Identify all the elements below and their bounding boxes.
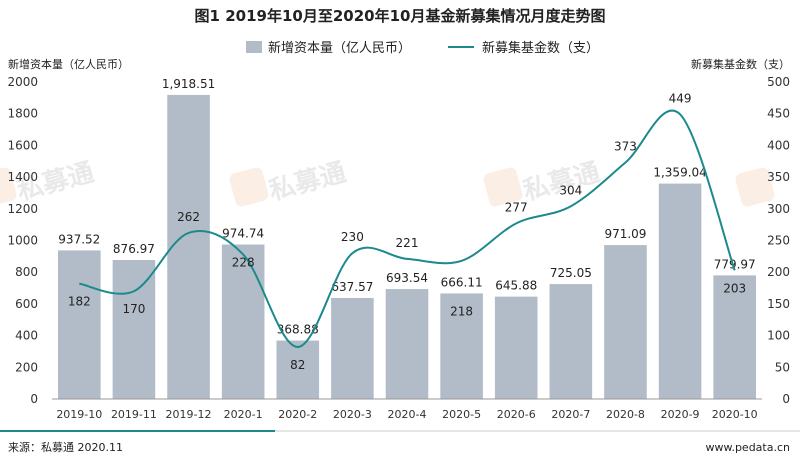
bar-data-label: 974.74 <box>222 227 264 241</box>
x-tick-label: 2020-3 <box>333 408 372 421</box>
watermark-logo-text: 私募通 <box>266 158 349 207</box>
bar-data-label: 1,359.04 <box>653 166 706 180</box>
bar-data-label: 645.88 <box>495 279 537 293</box>
x-tick-label: 2020-2 <box>278 408 317 421</box>
bar <box>167 94 210 399</box>
y2-tick-label: 50 <box>775 360 790 374</box>
bar-labels: 937.52 876.97 1,918.51 974.74 368.88 637.57 69… <box>58 77 755 337</box>
y2-axis-title: 新募集基金数（支） <box>691 57 790 71</box>
y2-tick-label: 300 <box>767 202 790 216</box>
watermark-logo-mark <box>483 167 523 207</box>
x-tick-label: 2019-10 <box>56 408 102 421</box>
bar-data-label: 693.54 <box>386 271 428 285</box>
y-tick-label: 0 <box>30 392 38 406</box>
bar <box>658 183 702 399</box>
watermark-logo-text: 私募通 <box>520 158 603 207</box>
bar-data-label: 725.05 <box>550 266 592 280</box>
line-data-label: 221 <box>396 236 419 250</box>
bar <box>58 250 101 399</box>
y-tick-label: 800 <box>15 265 38 279</box>
y-tick-label: 1000 <box>7 234 38 248</box>
y2-tick-label: 400 <box>767 138 790 152</box>
line-data-label: 203 <box>723 281 746 295</box>
line-data-label: 228 <box>232 256 255 270</box>
bar-data-label: 971.09 <box>604 227 646 241</box>
bar <box>221 244 265 399</box>
y2-tick-label: 450 <box>767 107 790 121</box>
line-data-label: 262 <box>177 210 200 224</box>
x-tick-label: 2020-8 <box>606 408 645 421</box>
x-tick-label: 2020-6 <box>497 408 536 421</box>
line-labels: 182 170 262 228 82 230 221 218 277 304 373 449 203 <box>68 91 746 372</box>
x-tick-label: 2020-5 <box>442 408 481 421</box>
y2-tick-label: 500 <box>767 75 790 89</box>
x-axis: 2019-10 2019-11 2019-12 2020-1 2020-2 2020-3 2… <box>56 408 757 421</box>
y2-tick-label: 0 <box>782 392 790 406</box>
x-tick-label: 2020-1 <box>224 408 263 421</box>
legend: 新增资本量（亿人民币） 新募集基金数（支） <box>246 40 599 56</box>
x-tick-label: 2020-10 <box>712 408 758 421</box>
x-tick-label: 2020-4 <box>388 408 427 421</box>
watermark-logo-mark <box>735 167 775 207</box>
y2-tick-label: 150 <box>767 297 790 311</box>
line-data-label: 170 <box>122 302 145 316</box>
line-data-label: 304 <box>559 183 582 197</box>
bar <box>713 275 756 399</box>
y2-tick-label: 200 <box>767 265 790 279</box>
bar <box>440 293 483 399</box>
watermark-logo-mark <box>229 167 269 207</box>
y-tick-label: 1600 <box>7 138 38 152</box>
bar-data-label: 876.97 <box>113 242 155 256</box>
bar <box>385 289 429 399</box>
y-tick-label: 2000 <box>7 75 38 89</box>
line-data-label: 373 <box>614 140 637 154</box>
y-tick-label: 1200 <box>7 202 38 216</box>
legend-label-line: 新募集基金数（支） <box>482 40 599 56</box>
bar-data-label: 1,918.51 <box>162 77 215 91</box>
footer-website: www.pedata.cn <box>705 441 790 454</box>
watermark-logo-mark <box>0 167 17 207</box>
y-axis-right: 0 50 100 150 200 250 300 350 400 450 500 <box>767 75 790 406</box>
y2-tick-label: 100 <box>767 329 790 343</box>
bar-series <box>58 94 756 399</box>
y2-tick-label: 350 <box>767 170 790 184</box>
legend-label-bar: 新增资本量（亿人民币） <box>268 40 411 56</box>
bar <box>604 245 647 399</box>
line-data-label: 182 <box>68 295 91 309</box>
y-axis-left: 0 200 400 600 800 1000 1200 1400 1600 1800 2000 <box>7 75 38 406</box>
bar <box>276 340 320 399</box>
chart-title: 图1 2019年10月至2020年10月基金新募集情况月度走势图 <box>195 7 606 25</box>
bar-data-label: 779.97 <box>714 257 756 271</box>
bar <box>549 284 593 399</box>
y-tick-label: 1800 <box>7 107 38 121</box>
bar-data-label: 368.88 <box>277 323 319 337</box>
y-tick-label: 400 <box>15 329 38 343</box>
bar-data-label: 666.11 <box>441 275 483 289</box>
y-tick-label: 600 <box>15 297 38 311</box>
y-tick-label: 1400 <box>7 170 38 184</box>
line-series <box>79 109 736 349</box>
line-data-label: 218 <box>450 304 473 318</box>
y2-tick-label: 250 <box>767 234 790 248</box>
y-axis-title: 新增资本量（亿人民币） <box>8 57 129 71</box>
footer-source: 来源：私募通 2020.11 <box>8 440 123 454</box>
x-tick-label: 2020-9 <box>661 408 700 421</box>
bar <box>331 297 374 399</box>
line-data-label: 449 <box>669 91 692 105</box>
y-tick-label: 200 <box>15 360 38 374</box>
bar <box>494 296 538 399</box>
line-data-label: 230 <box>341 230 364 244</box>
bar-data-label: 637.57 <box>331 280 373 294</box>
line-data-label: 82 <box>290 358 305 372</box>
legend-swatch-bar <box>246 41 262 53</box>
line-data-label: 277 <box>505 200 528 214</box>
x-tick-label: 2019-12 <box>166 408 212 421</box>
bar <box>112 260 156 399</box>
x-tick-label: 2019-11 <box>111 408 157 421</box>
x-tick-label: 2020-7 <box>551 408 590 421</box>
bar-data-label: 937.52 <box>58 232 100 246</box>
